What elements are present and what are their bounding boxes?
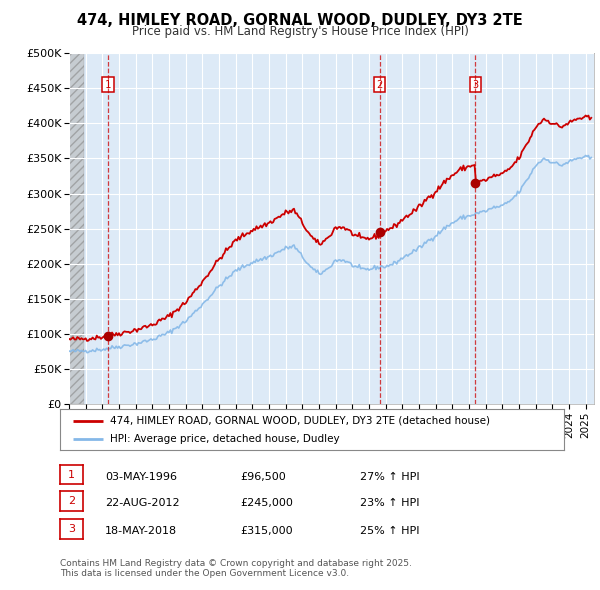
Text: 474, HIMLEY ROAD, GORNAL WOOD, DUDLEY, DY3 2TE: 474, HIMLEY ROAD, GORNAL WOOD, DUDLEY, D…: [77, 13, 523, 28]
Text: 22-AUG-2012: 22-AUG-2012: [105, 499, 179, 508]
Text: 474, HIMLEY ROAD, GORNAL WOOD, DUDLEY, DY3 2TE (detached house): 474, HIMLEY ROAD, GORNAL WOOD, DUDLEY, D…: [110, 416, 490, 426]
Text: 3: 3: [472, 80, 478, 90]
Text: 03-MAY-1996: 03-MAY-1996: [105, 472, 177, 481]
Text: Price paid vs. HM Land Registry's House Price Index (HPI): Price paid vs. HM Land Registry's House …: [131, 25, 469, 38]
Text: 25% ↑ HPI: 25% ↑ HPI: [360, 526, 419, 536]
Text: 2: 2: [68, 496, 75, 506]
Text: 2: 2: [377, 80, 383, 90]
Text: £315,000: £315,000: [240, 526, 293, 536]
Text: £96,500: £96,500: [240, 472, 286, 481]
Text: £245,000: £245,000: [240, 499, 293, 508]
Text: This data is licensed under the Open Government Licence v3.0.: This data is licensed under the Open Gov…: [60, 569, 349, 578]
Text: HPI: Average price, detached house, Dudley: HPI: Average price, detached house, Dudl…: [110, 434, 340, 444]
Text: 27% ↑ HPI: 27% ↑ HPI: [360, 472, 419, 481]
Text: 18-MAY-2018: 18-MAY-2018: [105, 526, 177, 536]
Bar: [69, 53, 85, 404]
Text: 23% ↑ HPI: 23% ↑ HPI: [360, 499, 419, 508]
Text: 1: 1: [105, 80, 111, 90]
Text: 1: 1: [68, 470, 75, 480]
Text: 3: 3: [68, 524, 75, 534]
Text: Contains HM Land Registry data © Crown copyright and database right 2025.: Contains HM Land Registry data © Crown c…: [60, 559, 412, 568]
